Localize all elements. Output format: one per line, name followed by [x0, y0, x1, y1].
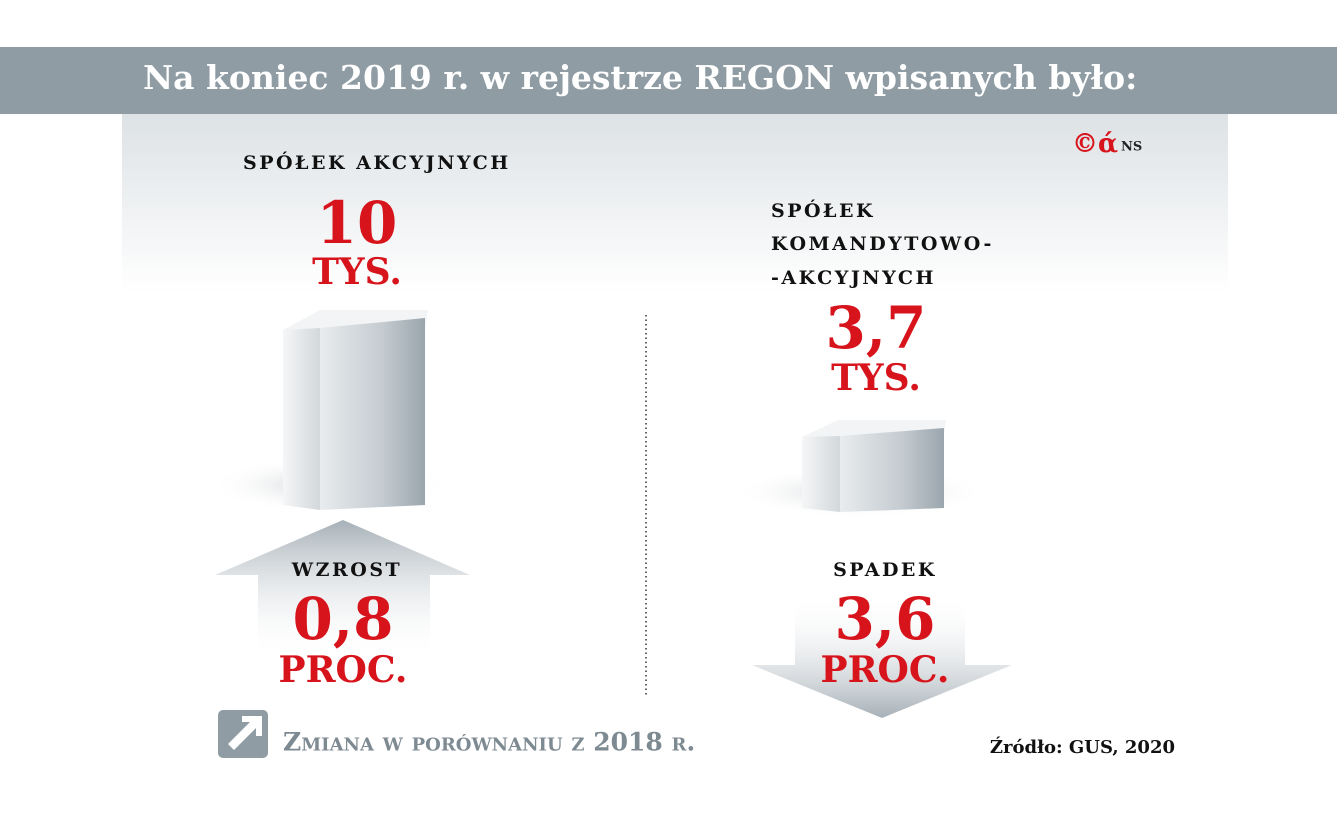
box-side — [283, 328, 320, 510]
box-side — [802, 436, 840, 512]
change-label: WZROST — [291, 559, 402, 581]
panel-value: 3,7 — [826, 294, 927, 362]
change-unit: PROC. — [821, 649, 950, 691]
panel-unit: TYS. — [831, 357, 921, 399]
arrow-down — [752, 595, 1012, 718]
arrow-up — [215, 520, 470, 660]
change-value: 3,6 — [835, 585, 936, 653]
legend-icon-arrow — [228, 716, 262, 750]
box-front — [320, 318, 425, 510]
header-band — [122, 113, 1228, 293]
panel-unit: TYS. — [312, 251, 402, 293]
panel-value: 10 — [317, 189, 398, 257]
header-bar — [0, 47, 1337, 114]
panel-label: SPÓŁEK — [771, 199, 875, 222]
source: Źródło: GUS, 2020 — [990, 735, 1175, 758]
change-value: 0,8 — [293, 585, 394, 653]
change-label: SPADEK — [833, 559, 937, 581]
box-front — [840, 428, 944, 512]
panel-label: SPÓŁEK AKCYJNYCH — [243, 151, 511, 174]
legend-text: Zmiana w porównaniu z 2018 r. — [283, 728, 695, 757]
change-unit: PROC. — [279, 649, 408, 691]
title: Na koniec 2019 r. w rejestrze REGON wpis… — [143, 58, 1137, 97]
logo-text: NS — [1121, 140, 1142, 155]
panel-label: KOMANDYTOWO- — [771, 233, 994, 255]
panel-label: -AKCYJNYCH — [771, 267, 936, 289]
logo-mark: ©ά — [1072, 129, 1118, 159]
